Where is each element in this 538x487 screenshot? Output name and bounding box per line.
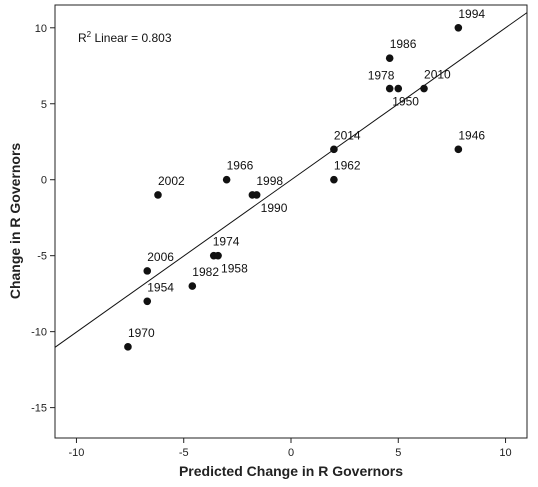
point-label: 2002: [158, 174, 185, 188]
data-points: 1994 1986 1978 1950 2010 2014 1946 1962 19661998…: [124, 7, 485, 351]
point-label: 1962: [334, 159, 361, 173]
plot-frame: [54, 4, 528, 439]
data-point: [188, 282, 197, 290]
x-tick-label: -5: [179, 447, 189, 459]
point-label: 1994: [458, 7, 485, 21]
point-label: 2006: [147, 250, 174, 264]
point-label: 1978: [368, 69, 395, 83]
point-label: 1958: [221, 262, 248, 276]
data-point: [330, 175, 338, 184]
data-point: [385, 54, 394, 62]
point-label: 1966: [227, 159, 254, 173]
x-tick-label: 5: [395, 447, 401, 459]
data-point: [222, 175, 231, 184]
data-point: [143, 267, 152, 275]
point-label: 1946: [458, 128, 485, 142]
y-axis-label: Change in R Governors: [7, 143, 23, 300]
r-squared-annotation: R2 Linear = 0.803: [78, 30, 172, 45]
y-tick-label: -5: [37, 251, 47, 263]
point-label: 1974: [213, 235, 240, 249]
point-label: 1998: [256, 174, 283, 188]
data-point: [214, 251, 222, 260]
point-label: 1950: [392, 95, 419, 109]
point-label: 1970: [128, 326, 155, 340]
point-label: 1986: [390, 37, 417, 51]
x-tick-label: 0: [288, 447, 294, 459]
point-label: 1954: [147, 280, 174, 294]
data-point: [394, 84, 403, 93]
y-tick-label: -10: [31, 327, 47, 339]
data-point: [124, 343, 132, 351]
data-point: [385, 84, 394, 93]
x-tick-label: 10: [499, 447, 511, 459]
point-label: 1982: [192, 265, 219, 279]
y-tick-label: 0: [41, 175, 47, 187]
y-axis: -15 -10 -5 0 5 10: [31, 23, 55, 415]
data-point: [143, 297, 152, 306]
data-point: [330, 145, 338, 154]
x-axis: -10 -5 0 5 10: [69, 438, 512, 459]
x-axis-label: Predicted Change in R Governors: [179, 463, 403, 479]
point-label: 2014: [334, 128, 361, 142]
y-tick-label: 5: [41, 99, 47, 111]
data-point: [154, 191, 162, 199]
x-tick-label: -10: [69, 447, 85, 459]
data-point: [252, 191, 261, 199]
point-label: 1990: [261, 201, 288, 215]
data-point: [454, 23, 463, 32]
point-label: 2010: [424, 68, 451, 82]
regression-line: [54, 12, 528, 348]
data-point: [420, 84, 428, 93]
data-point: [454, 145, 463, 154]
y-tick-label: 10: [35, 23, 47, 35]
y-tick-label: -15: [31, 403, 47, 415]
